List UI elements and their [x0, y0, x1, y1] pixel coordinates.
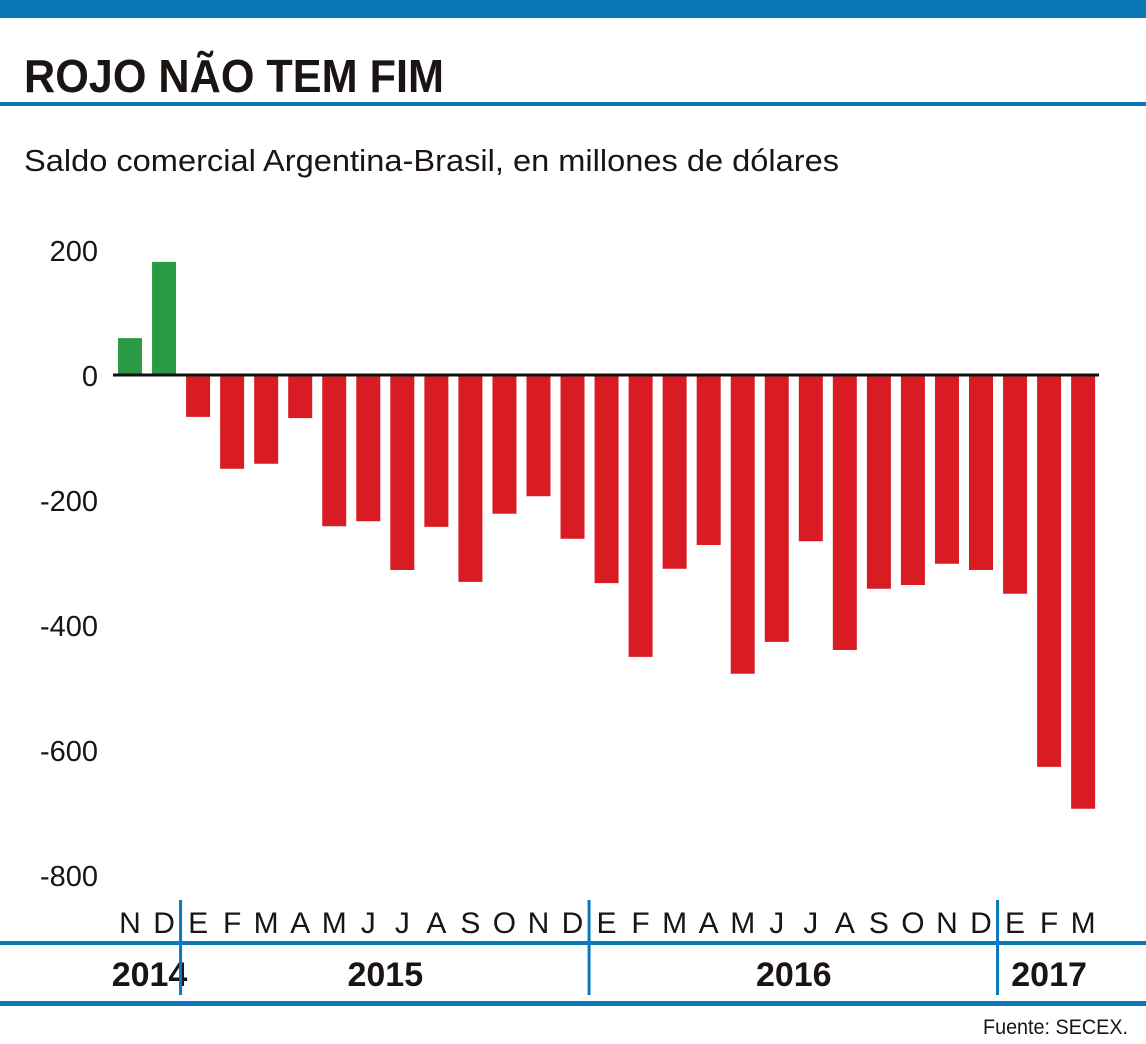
y-tick-label: -800: [40, 861, 98, 893]
bar-4: [254, 375, 279, 464]
month-label: A: [699, 907, 719, 940]
month-label: J: [769, 907, 784, 940]
year-label: 2015: [347, 956, 423, 994]
month-label: F: [631, 907, 649, 940]
month-label: J: [395, 907, 410, 940]
bar-11: [492, 375, 517, 514]
bar-16: [662, 375, 687, 569]
bar-19: [764, 375, 789, 642]
chart-subtitle: Saldo comercial Argentina-Brasil, en mil…: [24, 143, 839, 178]
y-tick-label: -200: [40, 486, 98, 518]
month-label: M: [662, 907, 687, 940]
y-tick-label: 0: [82, 361, 98, 393]
bar-6: [322, 375, 347, 527]
month-label: J: [361, 907, 376, 940]
year-separator: [996, 900, 1000, 995]
bar-18: [730, 375, 755, 674]
y-tick-label: -600: [40, 736, 98, 768]
y-tick-label: -400: [40, 611, 98, 643]
bar-14: [594, 375, 619, 584]
bar-21: [832, 375, 857, 650]
bar-27: [1037, 375, 1062, 767]
bar-1: [152, 261, 177, 375]
title-divider: [0, 102, 1146, 106]
bar-12: [526, 375, 551, 497]
month-label: D: [562, 907, 584, 940]
bar-5: [288, 375, 313, 419]
year-separator: [587, 900, 591, 995]
bar-15: [628, 375, 653, 657]
month-label: O: [901, 907, 924, 940]
month-label: N: [119, 907, 141, 940]
chart-title: ROJO NÃO TEM FIM: [24, 50, 444, 102]
month-label: D: [970, 907, 992, 940]
bar-26: [1003, 375, 1028, 594]
y-tick-label: 200: [50, 236, 98, 268]
month-label: E: [1005, 907, 1025, 940]
month-label: S: [460, 907, 480, 940]
month-label: N: [936, 907, 958, 940]
month-label: F: [1040, 907, 1058, 940]
bar-13: [560, 375, 585, 539]
bar-22: [866, 375, 891, 589]
bottom-divider: [0, 1001, 1146, 1006]
bar-9: [424, 375, 449, 527]
month-label: S: [869, 907, 889, 940]
source-note: Fuente: SECEX.: [983, 1016, 1128, 1039]
month-label: E: [597, 907, 617, 940]
bar-28: [1071, 375, 1096, 809]
bar-17: [696, 375, 721, 545]
top-accent-bar: [0, 0, 1146, 18]
month-label: D: [153, 907, 175, 940]
year-separator: [179, 900, 183, 995]
month-label: M: [730, 907, 755, 940]
bar-7: [356, 375, 381, 522]
bar-2: [186, 375, 211, 417]
bar-8: [390, 375, 415, 570]
month-divider: [0, 941, 1146, 945]
month-label: J: [803, 907, 818, 940]
month-label: M: [1071, 907, 1096, 940]
bar-3: [220, 375, 245, 469]
bar-25: [969, 375, 993, 570]
month-label: M: [254, 907, 279, 940]
month-label: N: [528, 907, 550, 940]
month-label: F: [223, 907, 241, 940]
year-label: 2014: [112, 956, 188, 994]
bar-24: [934, 375, 959, 564]
month-label: A: [426, 907, 446, 940]
bar-10: [458, 375, 483, 582]
bar-20: [798, 375, 823, 542]
year-label: 2016: [756, 956, 832, 994]
month-label: A: [835, 907, 855, 940]
month-label: E: [188, 907, 208, 940]
month-label: M: [322, 907, 347, 940]
month-label: A: [290, 907, 310, 940]
year-label: 2017: [1011, 956, 1087, 994]
bar-23: [900, 375, 925, 585]
bar-0: [118, 338, 142, 375]
month-label: O: [493, 907, 516, 940]
